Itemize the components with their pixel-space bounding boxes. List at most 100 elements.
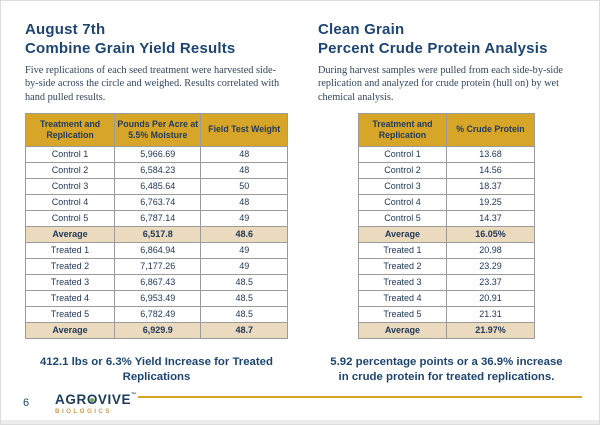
table-row: Control 5 14.37 [357, 209, 535, 227]
table-cell: Control 4 [24, 193, 116, 211]
logo-green-dot-icon [90, 398, 95, 403]
table-cell: Control 3 [357, 177, 447, 195]
table-row: Control 2 6,584.23 48 [24, 161, 288, 179]
table-cell: Control 4 [357, 193, 447, 211]
yield-table: Treatment and Replication Pounds Per Acre… [24, 112, 288, 339]
two-column-layout: August 7th Combine Grain Yield Results F… [1, 1, 599, 385]
table-cell: 6,517.8 [114, 225, 202, 243]
table-cell: 21.31 [445, 305, 535, 323]
table-cell: Control 5 [357, 209, 447, 227]
table-cell: 23.37 [445, 273, 535, 291]
table-cell: Average [24, 321, 116, 339]
table-cell: Control 1 [24, 145, 116, 163]
yield-section: August 7th Combine Grain Yield Results F… [24, 21, 288, 385]
protein-section-title: Clean Grain Percent Crude Protein Analys… [318, 21, 575, 59]
table-cell: Treated 4 [357, 289, 447, 307]
logo-subtext: BIOLOGICS [55, 407, 112, 415]
table-cell: 20.98 [445, 241, 535, 259]
table-row: Control 3 6,485.64 50 [24, 177, 288, 195]
logo-text-post: VIVE [97, 392, 132, 408]
table-cell: 20.91 [445, 289, 535, 307]
logo-o-leaf-icon: O [87, 393, 98, 407]
table-row: Treated 1 6,864.94 49 [24, 241, 288, 259]
table-cell: 48.5 [200, 289, 288, 307]
logo-text-pre: AGR [55, 392, 87, 408]
table-cell: 18.37 [445, 177, 535, 195]
table-row: Treated 5 6,782.49 48.5 [24, 305, 288, 323]
average-row: Average 16.05% [357, 225, 535, 243]
table-cell: 21.97% [445, 321, 535, 339]
yield-description: Five replications of each seed treatment… [25, 64, 280, 104]
table-cell: Treated 1 [24, 241, 116, 259]
table-cell: 16.05% [445, 225, 535, 243]
yield-title-line2: Combine Grain Yield Results [25, 39, 236, 57]
table-cell: Treated 2 [357, 257, 447, 275]
table-row: Control 4 19.25 [357, 193, 535, 211]
table-cell: 7,177.26 [114, 257, 202, 275]
table-row: Control 4 6,763.74 48 [24, 193, 288, 211]
table-cell: Control 2 [357, 161, 447, 179]
column-header: Pounds Per Acre at 5.5% Moisture [114, 112, 202, 147]
table-row: Treated 2 23.29 [357, 257, 535, 275]
yield-header-row: Treatment and Replication Pounds Per Acre… [24, 112, 288, 147]
protein-title-line1: Clean Grain [317, 21, 405, 38]
table-cell: 6,782.49 [114, 305, 202, 323]
table-cell: Control 3 [24, 177, 116, 195]
table-row: Treated 1 20.98 [357, 241, 535, 259]
table-row: Control 3 18.37 [357, 177, 535, 195]
table-cell: Control 1 [357, 145, 447, 163]
table-cell: 6,763.74 [114, 193, 202, 211]
yield-table-body: Control 1 5,966.69 48 Control 2 6,584.23 48 Co… [24, 145, 288, 339]
protein-header-row: Treatment and Replication% Crude Protein [357, 112, 535, 147]
table-row: Control 1 13.68 [357, 145, 535, 163]
table-row: Treated 4 20.91 [357, 289, 535, 307]
table-cell: 6,864.94 [114, 241, 202, 259]
table-cell: 6,584.23 [114, 161, 202, 179]
table-cell: 48.5 [200, 305, 288, 323]
table-cell: Treated 4 [24, 289, 116, 307]
table-cell: 6,485.64 [114, 177, 202, 195]
table-cell: Treated 3 [357, 273, 447, 291]
table-cell: 5,966.69 [114, 145, 202, 163]
average-row: Average 21.97% [357, 321, 535, 339]
protein-section: Clean Grain Percent Crude Protein Analys… [318, 21, 575, 385]
table-cell: 48 [200, 193, 288, 211]
table-cell: 23.29 [445, 257, 535, 275]
table-cell: 48 [200, 145, 288, 163]
table-cell: 48.7 [200, 321, 288, 339]
protein-table-head: Treatment and Replication% Crude Protein [357, 112, 535, 147]
column-header: % Crude Protein [445, 112, 535, 147]
table-cell: Control 5 [24, 209, 116, 227]
table-row: Control 5 6,787.14 49 [24, 209, 288, 227]
table-row: Control 1 5,966.69 48 [24, 145, 288, 163]
table-cell: 48.5 [200, 273, 288, 291]
table-cell: Treated 1 [357, 241, 447, 259]
table-cell: Treated 2 [24, 257, 116, 275]
column-header: Treatment and Replication [24, 112, 116, 147]
agrovive-logo: AGROVIVE™ BIOLOGICS [55, 393, 137, 415]
table-row: Treated 5 21.31 [357, 305, 535, 323]
table-cell: 6,953.49 [114, 289, 202, 307]
yield-table-head: Treatment and Replication Pounds Per Acre… [24, 112, 288, 147]
table-cell: 49 [200, 209, 288, 227]
page-number: 6 [23, 397, 30, 409]
protein-table: Treatment and Replication% Crude Protein… [357, 112, 535, 339]
table-cell: Average [24, 225, 116, 243]
table-cell: 49 [200, 241, 288, 259]
trademark-symbol: ™ [131, 392, 137, 399]
table-cell: 13.68 [445, 145, 535, 163]
footer-divider-line [138, 396, 582, 398]
table-cell: 6,867.43 [114, 273, 202, 291]
yield-section-title: August 7th Combine Grain Yield Results [25, 21, 288, 59]
yield-title-line1: August 7th [25, 21, 106, 38]
protein-caption: 5.92 percentage points or a 36.9% increa… [330, 355, 563, 383]
table-cell: Control 2 [24, 161, 116, 179]
table-cell: 14.37 [445, 209, 535, 227]
table-cell: 6,787.14 [114, 209, 202, 227]
table-cell: 14.56 [445, 161, 535, 179]
average-row: Average 6,929.9 48.7 [24, 321, 288, 339]
table-cell: 48 [200, 161, 288, 179]
table-row: Treated 2 7,177.26 49 [24, 257, 288, 275]
table-cell: 6,929.9 [114, 321, 202, 339]
protein-title-line2: Percent Crude Protein Analysis [317, 39, 548, 57]
